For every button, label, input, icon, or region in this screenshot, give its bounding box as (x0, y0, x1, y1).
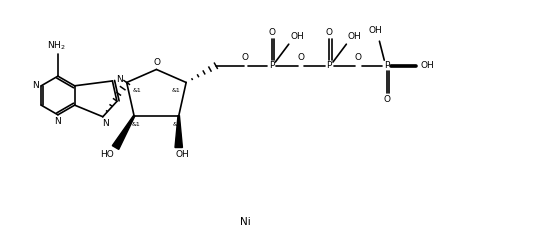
Text: HO: HO (101, 150, 114, 159)
Text: P: P (269, 61, 275, 70)
Text: N: N (102, 119, 108, 128)
Text: OH: OH (176, 150, 189, 159)
Text: O: O (241, 53, 248, 62)
Text: O: O (154, 58, 161, 67)
Polygon shape (175, 116, 183, 148)
Text: OH: OH (420, 61, 434, 70)
Text: &1: &1 (171, 88, 180, 93)
Text: OH: OH (348, 32, 362, 41)
Text: O: O (326, 28, 333, 37)
Text: N: N (116, 75, 123, 84)
Text: O: O (355, 53, 362, 62)
Polygon shape (112, 116, 135, 149)
Text: &1: &1 (172, 122, 181, 127)
Text: P: P (327, 61, 332, 70)
Text: Ni: Ni (240, 217, 251, 227)
Text: OH: OH (290, 32, 304, 41)
Text: &1: &1 (133, 88, 142, 93)
Text: P: P (384, 61, 389, 70)
Text: &1: &1 (132, 122, 141, 127)
Text: O: O (383, 95, 391, 104)
Text: OH: OH (369, 26, 382, 35)
Text: NH$_2$: NH$_2$ (46, 39, 65, 52)
Text: O: O (268, 28, 275, 37)
Text: O: O (297, 53, 304, 62)
Text: N: N (55, 117, 61, 126)
Text: N: N (32, 81, 39, 90)
